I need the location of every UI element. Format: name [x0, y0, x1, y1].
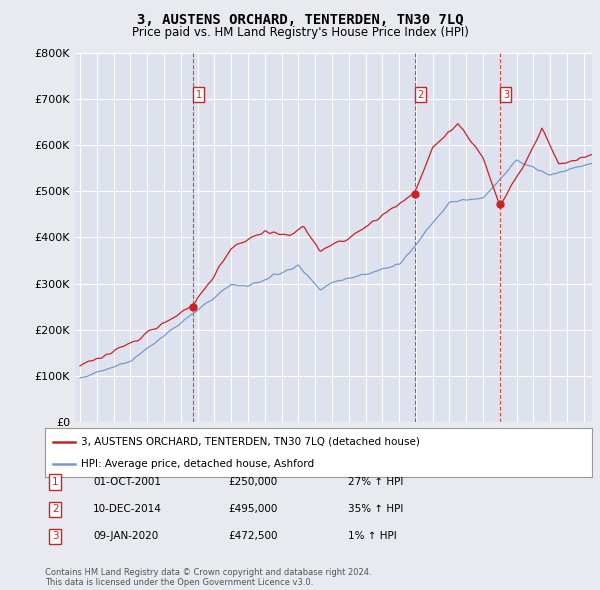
- Text: 2: 2: [52, 504, 59, 514]
- Text: £495,000: £495,000: [228, 504, 277, 514]
- Text: 09-JAN-2020: 09-JAN-2020: [93, 532, 158, 541]
- Text: 3, AUSTENS ORCHARD, TENTERDEN, TN30 7LQ (detached house): 3, AUSTENS ORCHARD, TENTERDEN, TN30 7LQ …: [80, 437, 419, 447]
- Text: Contains HM Land Registry data © Crown copyright and database right 2024.
This d: Contains HM Land Registry data © Crown c…: [45, 568, 371, 587]
- Text: 1% ↑ HPI: 1% ↑ HPI: [348, 532, 397, 541]
- Text: 01-OCT-2001: 01-OCT-2001: [93, 477, 161, 487]
- Text: 27% ↑ HPI: 27% ↑ HPI: [348, 477, 403, 487]
- Text: 3, AUSTENS ORCHARD, TENTERDEN, TN30 7LQ: 3, AUSTENS ORCHARD, TENTERDEN, TN30 7LQ: [137, 13, 463, 27]
- Text: 3: 3: [503, 90, 509, 100]
- Text: 35% ↑ HPI: 35% ↑ HPI: [348, 504, 403, 514]
- Text: £250,000: £250,000: [228, 477, 277, 487]
- Text: 1: 1: [196, 90, 202, 100]
- Text: 10-DEC-2014: 10-DEC-2014: [93, 504, 162, 514]
- Text: £472,500: £472,500: [228, 532, 277, 541]
- Text: 2: 2: [417, 90, 424, 100]
- Text: 1: 1: [52, 477, 59, 487]
- Text: HPI: Average price, detached house, Ashford: HPI: Average price, detached house, Ashf…: [80, 459, 314, 469]
- Text: 3: 3: [52, 532, 59, 541]
- Text: Price paid vs. HM Land Registry's House Price Index (HPI): Price paid vs. HM Land Registry's House …: [131, 26, 469, 39]
